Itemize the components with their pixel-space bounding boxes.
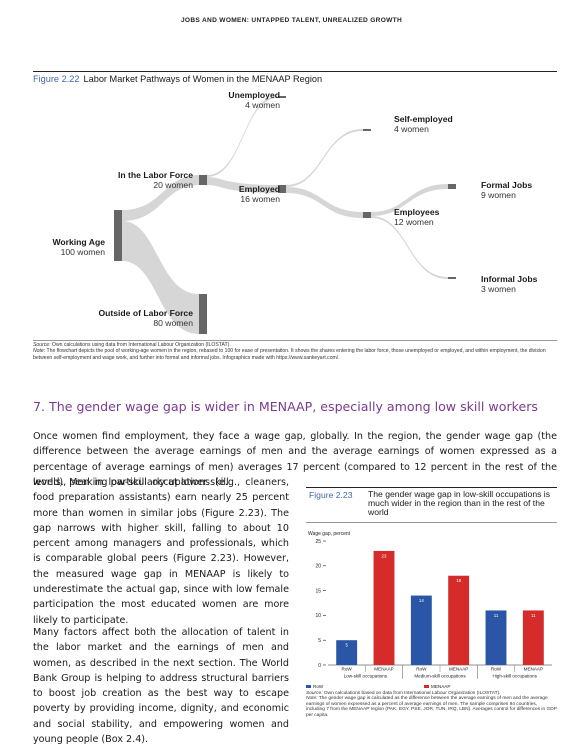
- bar-data-label: 11: [494, 613, 499, 618]
- x-tick-label: RoW: [416, 667, 427, 672]
- legend-swatch-menaap: [424, 685, 429, 688]
- wage-gap-chart: Wage gap, percent 0 5 10 15 20 25 5 RoW 23 MENAAP…: [308, 531, 552, 679]
- label-informal-jobs: Informal Jobs 3 women: [481, 274, 538, 294]
- y-tick-label: 0: [318, 663, 321, 669]
- running-head: JOBS AND WOMEN: UNTAPPED TALENT, UNREALI…: [180, 17, 403, 24]
- label-formal-jobs: Formal Jobs 9 women: [481, 180, 533, 200]
- node-informal-jobs: [448, 277, 456, 279]
- node-outside-labor-force: [199, 294, 207, 334]
- x-group-label: High-skill occupations: [492, 674, 537, 679]
- bar-data-label: 14: [419, 598, 424, 603]
- bar-row-3: [410, 595, 432, 665]
- label-self-employed: Self-employed 4 women: [394, 114, 453, 134]
- figure-source-rule: [33, 340, 557, 341]
- legend-label-row: RoW: [313, 684, 324, 689]
- flow-labor-to-unemployed: [207, 96, 278, 177]
- node-in-labor-force: [199, 175, 207, 185]
- x-tick-label: MENAAP: [449, 667, 468, 672]
- y-tick-label: 5: [318, 638, 321, 644]
- node-formal-jobs: [448, 184, 456, 189]
- bar-data-label: 11: [531, 613, 536, 618]
- figure2-title-rule: [306, 522, 557, 523]
- bar-menaap-6: [522, 610, 544, 665]
- label-working-age: Working Age 100 women: [52, 237, 105, 257]
- flow-employees-to-formal: [371, 184, 448, 216]
- paragraph-left: levels. Men in low-skill occupations (e.…: [33, 477, 289, 626]
- figure-title: Figure 2.22 Labor Market Pathways of Wome…: [33, 71, 557, 84]
- paragraph-bottom: Many factors affect both the allocation …: [33, 627, 289, 746]
- label-employees: Employees 12 women: [394, 207, 440, 227]
- x-tick-label: MENAAP: [374, 667, 393, 672]
- node-employees: [363, 212, 371, 218]
- figure-title-text: Labor Market Pathways of Women in the ME…: [83, 74, 323, 84]
- figure2-source: Source: Own calculations based on data f…: [306, 691, 557, 718]
- node-working-age: [114, 210, 122, 261]
- bar-row-5: [485, 610, 507, 665]
- figure2-top-rule: [306, 487, 557, 488]
- y-tick-label: 10: [315, 613, 321, 619]
- bar-menaap-4: [448, 575, 470, 665]
- flow-employed-to-self: [286, 129, 363, 187]
- section-heading: 7. The gender wage gap is wider in MENAA…: [33, 399, 538, 414]
- flow-working-to-labor-force: [122, 175, 199, 221]
- label-unemployed: Unemployed 4 women: [228, 90, 280, 110]
- figure-number: Figure 2.22: [33, 74, 80, 84]
- label-in-labor-force: In the Labor Force 20 women: [118, 170, 193, 190]
- paragraph-full: Once women find employment, they face a …: [33, 431, 557, 488]
- y-axis-label: Wage gap, percent: [308, 531, 351, 537]
- figure2-number: Figure 2.23: [309, 490, 353, 500]
- bar-data-label: 23: [382, 553, 387, 558]
- bar-data-label: 18: [456, 578, 461, 583]
- x-group-label: Medium-skill occupations: [414, 674, 466, 679]
- flow-working-to-outside: [122, 221, 199, 334]
- label-outside-labor-force: Outside of Labor Force 80 women: [98, 308, 193, 328]
- label-employed: Employed 16 women: [238, 184, 280, 204]
- node-unemployed: [278, 96, 286, 98]
- bar-row-1: [336, 640, 358, 665]
- flow-labor-to-employed: [207, 177, 278, 193]
- y-tick-label: 25: [315, 539, 321, 545]
- node-employed: [278, 185, 286, 193]
- legend-menaap: MENAAP: [424, 684, 450, 689]
- x-tick-label: MENAAP: [524, 667, 543, 672]
- y-tick-label: 20: [315, 564, 321, 570]
- figure-source: Source: Own calculations using data from…: [33, 342, 546, 361]
- legend-row: RoW: [306, 684, 323, 689]
- legend-swatch-row: [306, 685, 311, 688]
- x-group-label: Low-skill occupations: [344, 674, 388, 679]
- figure2-title: The gender wage gap in low-skill occupat…: [368, 489, 551, 517]
- y-tick-label: 15: [315, 588, 321, 594]
- node-self-employed: [363, 129, 371, 131]
- bar-menaap-2: [373, 550, 395, 665]
- sankey-diagram: [114, 96, 456, 334]
- x-tick-label: RoW: [342, 667, 353, 672]
- bar-data-label: 5: [345, 643, 348, 648]
- legend-label-menaap: MENAAP: [431, 684, 451, 689]
- flow-employed-to-employees: [286, 187, 363, 218]
- x-tick-label: RoW: [491, 667, 502, 672]
